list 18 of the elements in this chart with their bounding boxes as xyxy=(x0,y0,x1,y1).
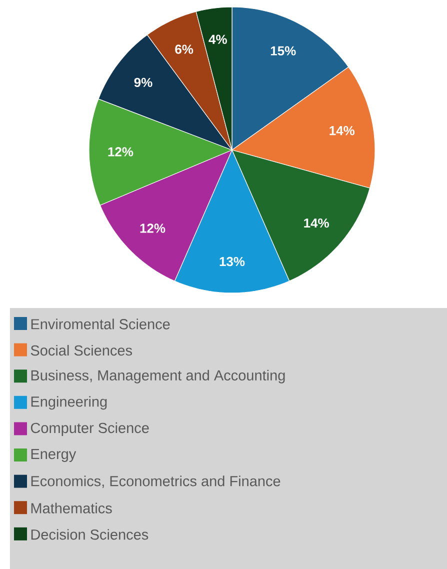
data-label: 12% xyxy=(108,147,134,156)
legend-label: Economics, Econometrics and Finance xyxy=(31,476,280,488)
data-label: 15% xyxy=(270,46,296,56)
data-label: 6% xyxy=(175,44,194,54)
legend-label: Mathematics xyxy=(31,502,112,514)
legend-label: Energy xyxy=(31,449,76,462)
data-label: 4% xyxy=(208,34,227,44)
data-label: 14% xyxy=(330,126,355,136)
data-label: 12% xyxy=(140,224,166,233)
legend-label: Business, Management and Accounting xyxy=(31,370,285,384)
legend-label: Engineering xyxy=(31,396,107,410)
data-label: 14% xyxy=(304,218,329,228)
legend-label: Decision Sciences xyxy=(31,529,148,540)
legend-label: Social Sciences xyxy=(30,344,132,356)
legend-label: Enviromental Science xyxy=(31,318,170,330)
legend-label: Computer Science xyxy=(30,422,149,436)
data-label: 13% xyxy=(220,256,245,266)
data-label: 9% xyxy=(134,78,152,88)
